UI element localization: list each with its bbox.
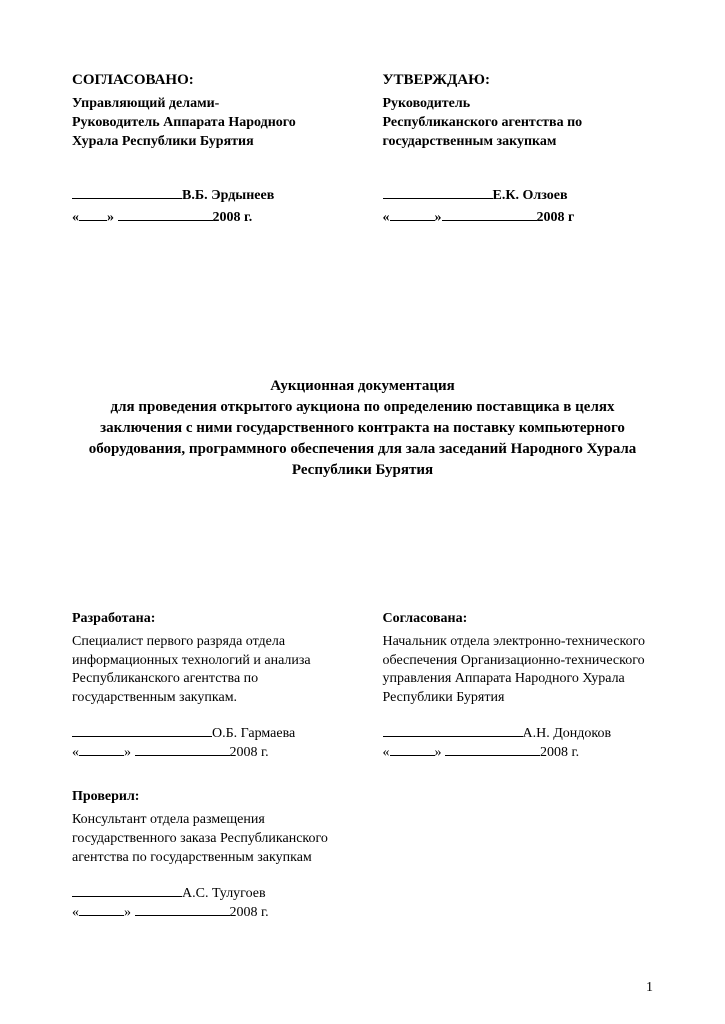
checked-heading: Проверил: (72, 789, 343, 805)
agreed-block: СОГЛАСОВАНО: Управляющий делами-Руководи… (72, 72, 343, 226)
empty-col (383, 789, 654, 921)
signature-line (72, 198, 182, 199)
checked-name: А.С. Тулугоев (182, 886, 266, 901)
title-body: для проведения открытого аукциона по опр… (72, 397, 653, 481)
checked-year: 2008 г. (230, 905, 269, 920)
signature-line (72, 736, 212, 737)
agreed2-block: Согласована: Начальник отдела электронно… (383, 611, 654, 762)
agreed-name: В.Б. Эрдынеев (182, 188, 274, 203)
day-line (390, 755, 435, 756)
developed-name: О.Б. Гармаева (212, 726, 295, 741)
agreed2-heading: Согласована: (383, 611, 654, 627)
month-line (135, 755, 230, 756)
developed-signature: О.Б. Гармаева (72, 726, 343, 742)
checked-desc: Консультант отдела размещения государств… (72, 811, 343, 868)
day-line (79, 755, 124, 756)
agreed-date: «» 2008 г. (72, 210, 343, 226)
agreed-signature: В.Б. Эрдынеев (72, 188, 343, 204)
month-line (135, 915, 230, 916)
approved-name: Е.К. Олзоев (493, 188, 568, 203)
day-line (79, 220, 107, 221)
document-page: СОГЛАСОВАНО: Управляющий делами-Руководи… (0, 0, 725, 1024)
agreed2-year: 2008 г. (540, 745, 579, 760)
title-line1: Аукционная документация (72, 376, 653, 397)
approved-signature: Е.К. Олзоев (383, 188, 654, 204)
approval-row: СОГЛАСОВАНО: Управляющий делами-Руководи… (72, 72, 653, 226)
lower-row1: Разработана: Специалист первого разряда … (72, 611, 653, 762)
agreed-year: 2008 г. (213, 210, 253, 225)
agreed2-name: А.Н. Дондоков (523, 726, 612, 741)
month-line (442, 220, 537, 221)
month-line (118, 220, 213, 221)
developed-heading: Разработана: (72, 611, 343, 627)
day-line (79, 915, 124, 916)
developed-year: 2008 г. (230, 745, 269, 760)
agreed-heading: СОГЛАСОВАНО: (72, 72, 343, 89)
signature-line (383, 736, 523, 737)
approved-date: «»2008 г (383, 210, 654, 226)
signature-line (383, 198, 493, 199)
developed-date: «» 2008 г. (72, 745, 343, 761)
agreed2-desc: Начальник отдела электронно-технического… (383, 633, 654, 709)
checked-block: Проверил: Консультант отдела размещения … (72, 789, 343, 921)
lower-section: Разработана: Специалист первого разряда … (72, 611, 653, 921)
month-line (445, 755, 540, 756)
agreed2-signature: А.Н. Дондоков (383, 726, 654, 742)
checked-date: «» 2008 г. (72, 905, 343, 921)
day-line (390, 220, 435, 221)
approved-block: УТВЕРЖДАЮ: РуководительРеспубликанского … (383, 72, 654, 226)
agreed2-date: «» 2008 г. (383, 745, 654, 761)
checked-signature: А.С. Тулугоев (72, 886, 343, 902)
document-title: Аукционная документация для проведения о… (72, 376, 653, 481)
developed-block: Разработана: Специалист первого разряда … (72, 611, 343, 762)
approved-heading: УТВЕРЖДАЮ: (383, 72, 654, 89)
lower-row2: Проверил: Консультант отдела размещения … (72, 789, 653, 921)
approved-role: РуководительРеспубликанского агентства п… (383, 95, 654, 152)
agreed-role: Управляющий делами-Руководитель Аппарата… (72, 95, 343, 152)
page-number: 1 (646, 980, 653, 996)
approved-year: 2008 г (537, 210, 575, 225)
developed-desc: Специалист первого разряда отдела информ… (72, 633, 343, 709)
signature-line (72, 896, 182, 897)
